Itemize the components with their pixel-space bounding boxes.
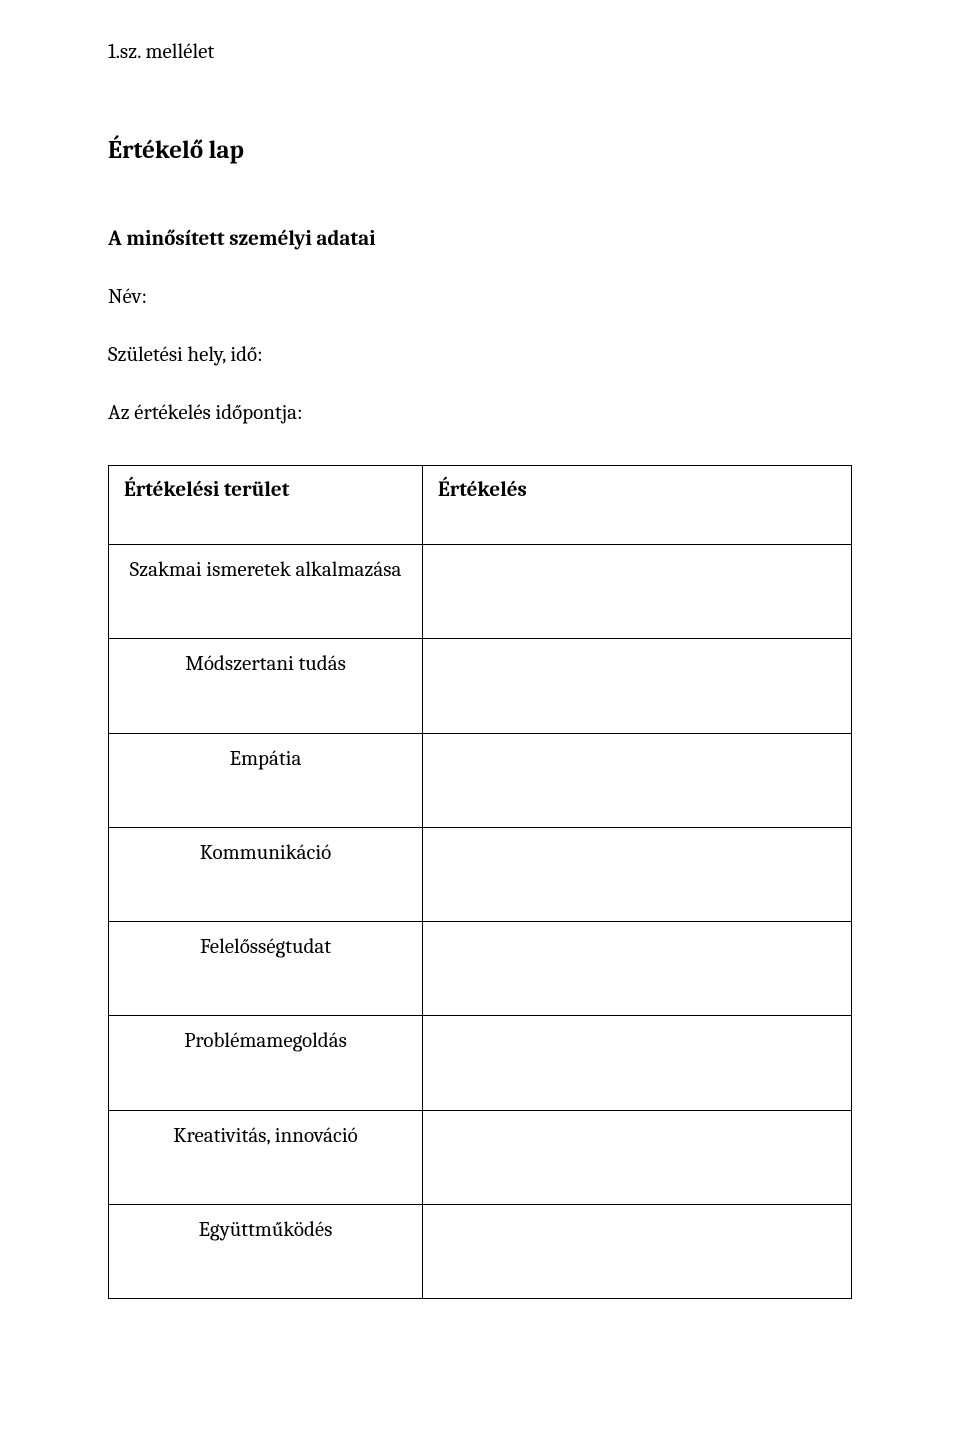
table-header-row: Értékelési terület Értékelés: [109, 466, 852, 545]
category-label: Kommunikáció: [109, 827, 423, 921]
name-field-label: Név:: [108, 285, 852, 309]
evaluation-value: [423, 1205, 852, 1299]
category-label: Módszertani tudás: [109, 639, 423, 733]
eval-date-field-label: Az értékelés időpontja:: [108, 401, 852, 425]
table-row: Problémamegoldás: [109, 1016, 852, 1110]
section-subtitle: A minősített személyi adatai: [108, 227, 852, 251]
category-label: Együttműködés: [109, 1205, 423, 1299]
evaluation-value: [423, 1110, 852, 1204]
evaluation-value: [423, 545, 852, 639]
table-row: Szakmai ismeretek alkalmazása: [109, 545, 852, 639]
table-row: Kommunikáció: [109, 827, 852, 921]
table-row: Módszertani tudás: [109, 639, 852, 733]
evaluation-value: [423, 1016, 852, 1110]
category-label: Felelősségtudat: [109, 922, 423, 1016]
table-row: Együttműködés: [109, 1205, 852, 1299]
evaluation-value: [423, 639, 852, 733]
evaluation-table: Értékelési terület Értékelés Szakmai ism…: [108, 465, 852, 1299]
header-evaluation: Értékelés: [423, 466, 852, 545]
evaluation-value: [423, 922, 852, 1016]
category-label: Szakmai ismeretek alkalmazása: [109, 545, 423, 639]
birth-field-label: Születési hely, idő:: [108, 343, 852, 367]
attachment-label: 1.sz. mellélet: [108, 40, 852, 64]
category-label: Empátia: [109, 733, 423, 827]
header-area: Értékelési terület: [109, 466, 423, 545]
table-row: Felelősségtudat: [109, 922, 852, 1016]
category-label: Kreativitás, innováció: [109, 1110, 423, 1204]
evaluation-value: [423, 827, 852, 921]
evaluation-value: [423, 733, 852, 827]
category-label: Problémamegoldás: [109, 1016, 423, 1110]
table-row: Empátia: [109, 733, 852, 827]
page-title: Értékelő lap: [108, 136, 852, 165]
evaluation-table-container: Értékelési terület Értékelés Szakmai ism…: [108, 465, 852, 1299]
table-row: Kreativitás, innováció: [109, 1110, 852, 1204]
